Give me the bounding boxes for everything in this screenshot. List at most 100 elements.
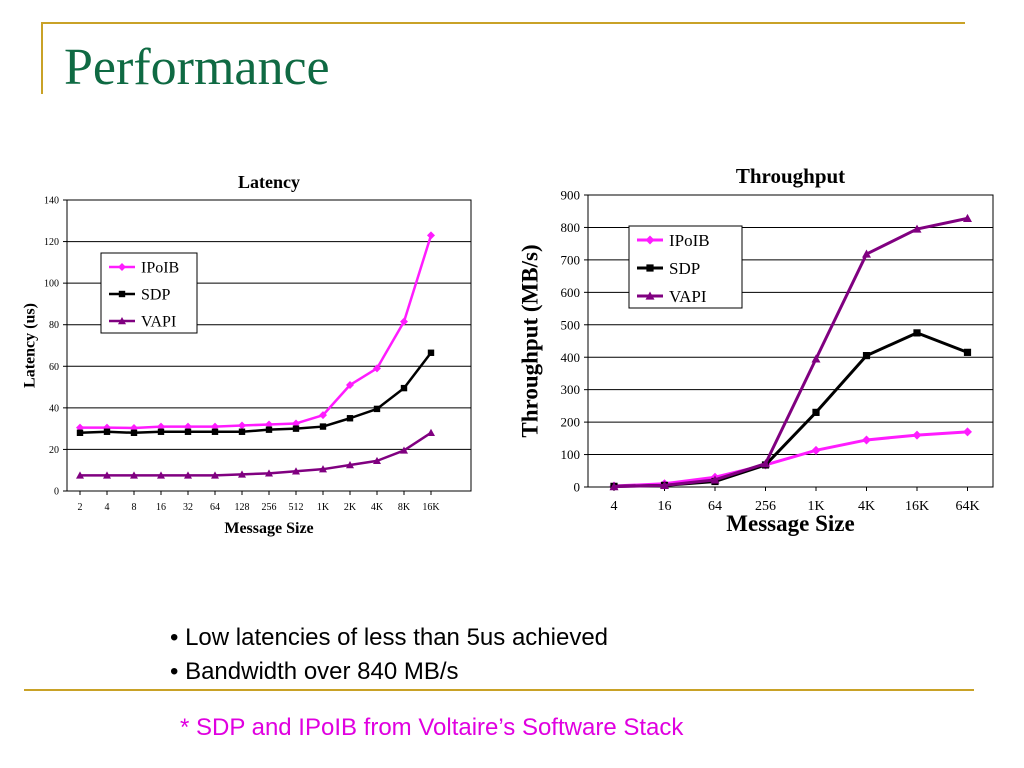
y-tick-label: 900 [561,188,581,203]
chart-title: Latency [238,172,300,192]
y-tick-label: 40 [49,403,59,414]
data-point-sdp [76,429,84,436]
footnote: * SDP and IPoIB from Voltaire’s Software… [180,714,684,741]
x-tick-label: 1K [807,499,824,514]
data-point-ipoib [319,411,327,420]
y-tick-label: 200 [561,415,581,430]
x-axis-label: Message Size [726,511,854,536]
series-line-vapi [613,216,968,489]
x-tick-label: 1K [317,502,330,513]
legend-swatch-marker [646,264,654,272]
legend-swatch-marker [118,317,126,325]
data-point-ipoib [238,421,246,430]
legend-label: VAPI [141,314,176,331]
legend-swatch-marker [118,290,126,298]
plot-area-border [587,194,994,488]
data-point-ipoib [346,380,354,389]
y-tick-label: 0 [574,480,581,495]
legend-label: IPoIB [141,260,179,277]
y-axis-label: Throughput (MB/s) [517,244,542,437]
x-tick-label: 256 [755,499,776,514]
x-tick-label: 16 [658,499,672,514]
title-accent-vertical-line [41,22,43,94]
data-point-vapi [157,471,165,479]
data-point-sdp [265,426,273,433]
x-tick-label: 4 [105,502,110,513]
x-tick-label: 4K [858,499,875,514]
data-point-sdp [963,348,972,356]
footer-accent-line [24,689,974,691]
series-line-ipoib [613,430,968,488]
data-point-sdp [373,405,381,413]
legend-label: IPoIB [669,231,710,250]
data-point-vapi [265,469,273,477]
legend-swatch-marker [645,235,655,245]
x-tick-label: 256 [262,502,277,513]
x-tick-label: 128 [235,502,250,513]
data-point-sdp [238,428,246,435]
data-point-sdp [130,429,138,436]
x-tick-label: 8K [398,502,411,513]
data-point-vapi [862,249,871,258]
y-tick-label: 120 [44,237,59,248]
data-point-vapi [811,354,821,363]
chart-title: Throughput [736,164,845,188]
data-point-sdp [157,428,165,435]
x-tick-label: 64 [708,499,722,514]
data-point-vapi [660,480,669,489]
bullet-item: Low latencies of less than 5us achieved [170,621,608,655]
data-point-ipoib [373,364,381,373]
data-point-vapi [400,446,408,454]
y-tick-label: 20 [49,445,59,456]
bullet-list: Low latencies of less than 5us achieved … [170,621,608,689]
data-point-sdp [427,349,435,356]
data-point-ipoib [811,445,821,455]
data-point-vapi [238,470,246,478]
data-point-sdp [319,423,327,430]
data-point-sdp [184,428,192,435]
data-point-vapi [761,459,770,468]
y-tick-label: 0 [54,487,59,498]
x-tick-label: 2K [344,502,357,513]
data-point-vapi [346,461,354,469]
data-point-vapi [710,475,720,484]
data-point-vapi [963,213,972,222]
y-tick-label: 800 [561,220,581,235]
data-point-ipoib [427,231,435,240]
data-point-vapi [103,471,111,479]
data-point-sdp [346,415,354,422]
data-point-sdp [211,428,219,435]
y-tick-label: 700 [561,252,581,267]
y-tick-label: 100 [44,279,59,290]
data-point-vapi [76,471,84,479]
data-point-ipoib [963,427,972,437]
legend-swatch-marker [645,291,655,300]
x-axis-label: Message Size [224,520,313,537]
legend-label: SDP [669,259,700,278]
legend-swatch-marker [118,263,126,271]
y-tick-label: 80 [49,320,59,331]
x-tick-label: 2 [78,502,83,513]
x-tick-label: 8 [132,502,137,513]
data-point-sdp [913,329,921,337]
title-accent-top-line [41,22,965,24]
series-line-sdp [79,352,432,435]
series-line-ipoib [80,234,433,430]
data-point-vapi [130,471,138,479]
legend-label: SDP [141,287,170,304]
legend-label: VAPI [669,287,707,306]
x-tick-label: 64 [210,502,220,513]
y-tick-label: 140 [44,196,59,207]
data-point-vapi [609,482,619,491]
x-tick-label: 4 [611,499,618,514]
series-line-vapi [80,431,432,477]
x-tick-label: 16K [422,502,440,513]
x-tick-label: 32 [183,502,193,513]
x-tick-label: 16 [156,502,166,513]
data-point-vapi [211,471,219,479]
data-point-sdp [292,425,300,432]
data-point-sdp [103,428,111,435]
data-point-vapi [184,471,192,479]
slide-title: Performance [64,39,330,96]
y-tick-label: 300 [561,382,581,397]
